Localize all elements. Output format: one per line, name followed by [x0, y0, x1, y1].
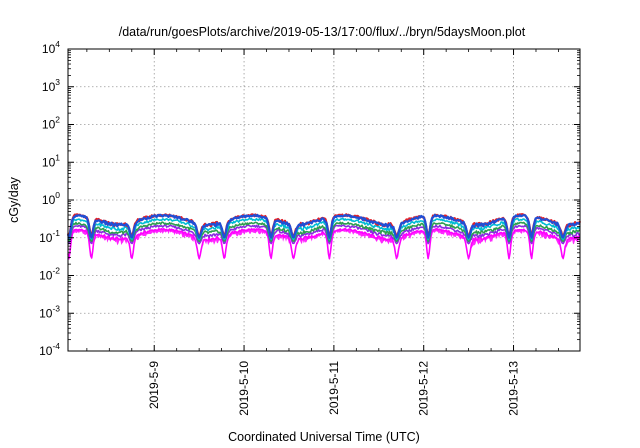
series-layer	[66, 213, 582, 261]
x-tick-label: 2019-5-11	[327, 361, 341, 415]
y-tick-exponent: 2	[55, 115, 60, 125]
series-dose-magenta-area	[68, 228, 580, 261]
y-tick-label: 101	[42, 152, 60, 169]
x-tick-label: 2019-5-9	[147, 361, 161, 409]
series-dose-cyan	[67, 217, 581, 241]
y-tick-label: 10-2	[39, 266, 60, 283]
y-tick-exponent: -1	[52, 228, 60, 238]
y-tick-label: 103	[42, 77, 60, 94]
y-tick-exponent: 0	[55, 190, 60, 200]
series-dose-magenta	[67, 227, 581, 260]
y-tick-base: 10	[42, 42, 56, 56]
y-tick-label: 10-3	[39, 303, 60, 320]
x-axis: 2019-5-9 2019-5-10 2019-5-11 2019-5-12 2019-…	[86, 49, 559, 416]
y-tick-exponent: 3	[55, 77, 60, 87]
y-tick-base: 10	[42, 193, 56, 207]
grid-lines	[68, 49, 580, 351]
y-axis-label: cGy/day	[7, 176, 21, 223]
y-tick-exponent: -3	[52, 303, 60, 313]
chart-title: /data/run/goesPlots/archive/2019-05-13/1…	[119, 25, 526, 39]
y-tick-exponent: 4	[55, 39, 60, 49]
series-dose-purple	[67, 224, 581, 245]
y-tick-exponent: -4	[52, 341, 60, 351]
y-tick-label: 102	[42, 115, 60, 132]
y-tick-label: 10-1	[39, 228, 60, 245]
y-tick-base: 10	[42, 118, 56, 132]
y-tick-exponent: -2	[52, 266, 60, 276]
y-tick-label: 10-4	[39, 341, 60, 358]
series-dose-green	[67, 221, 581, 243]
x-axis-label: Coordinated Universal Time (UTC)	[228, 430, 420, 444]
series-dose-blue	[66, 213, 581, 239]
y-tick-base: 10	[39, 231, 53, 245]
y-tick-label: 100	[42, 190, 60, 207]
y-tick-base: 10	[39, 306, 53, 320]
y-tick-base: 10	[42, 155, 56, 169]
x-tick-label: 2019-5-12	[417, 361, 431, 416]
y-tick-base: 10	[39, 269, 53, 283]
x-tick-label: 2019-5-13	[507, 361, 521, 416]
y-tick-base: 10	[39, 344, 53, 358]
x-tick-label: 2019-5-10	[237, 361, 251, 416]
y-tick-base: 10	[42, 80, 56, 94]
y-tick-label: 104	[42, 39, 60, 56]
y-tick-exponent: 1	[55, 152, 60, 162]
